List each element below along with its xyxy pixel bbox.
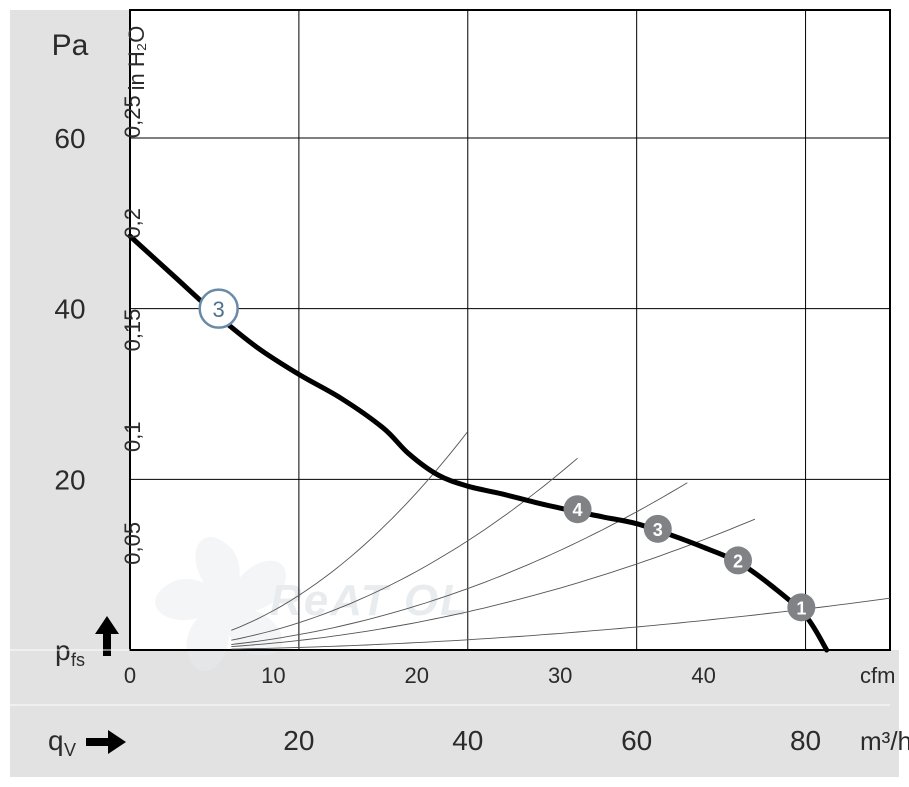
y-unit-Pa: Pa <box>52 29 89 62</box>
x-tick-m3h: 80 <box>790 725 821 756</box>
svg-text:3: 3 <box>213 297 225 322</box>
x-unit-cfm: cfm <box>860 663 895 688</box>
y-tick-Pa: 40 <box>54 294 85 325</box>
y-unit-inH2O: in H₂O <box>124 26 149 91</box>
svg-text:4: 4 <box>573 500 583 520</box>
y-tick-inH2O: 0,25 <box>120 95 145 138</box>
x-tick-m3h: 40 <box>452 725 483 756</box>
svg-text:2: 2 <box>733 551 743 571</box>
x-tick-m3h: 20 <box>283 725 314 756</box>
y-tick-Pa: 20 <box>54 464 85 495</box>
operating-point-4: 4 <box>564 495 592 523</box>
fan-curve-chart: ReAT OL12343204060Pa0,050,10,150,20,25in… <box>0 0 909 787</box>
svg-text:3: 3 <box>653 520 663 540</box>
x-tick-cfm: 40 <box>691 663 715 688</box>
operating-point-3: 3 <box>644 515 672 543</box>
svg-text:1: 1 <box>796 598 806 618</box>
y-tick-inH2O: 0,15 <box>120 309 145 352</box>
x-tick-cfm: 0 <box>124 663 136 688</box>
x-symbol-qv-sub: V <box>64 740 76 760</box>
x-symbol-qv: q <box>48 725 64 756</box>
x-tick-m3h: 60 <box>621 725 652 756</box>
chart-svg: ReAT OL12343204060Pa0,050,10,150,20,25in… <box>0 0 909 787</box>
operating-point-2: 2 <box>724 546 752 574</box>
x-tick-cfm: 20 <box>405 663 429 688</box>
y-tick-inH2O: 0,05 <box>120 522 145 565</box>
operating-point-1: 1 <box>787 593 815 621</box>
reference-point-3: 3 <box>200 290 238 328</box>
y-tick-inH2O: 0,1 <box>120 421 145 452</box>
y-tick-inH2O: 0,2 <box>120 208 145 239</box>
x-unit-m3h: m³/h <box>860 726 909 756</box>
x-tick-cfm: 30 <box>548 663 572 688</box>
x-tick-cfm: 10 <box>261 663 285 688</box>
y-symbol-pfs-sub: fs <box>71 650 85 670</box>
y-tick-Pa: 60 <box>54 123 85 154</box>
